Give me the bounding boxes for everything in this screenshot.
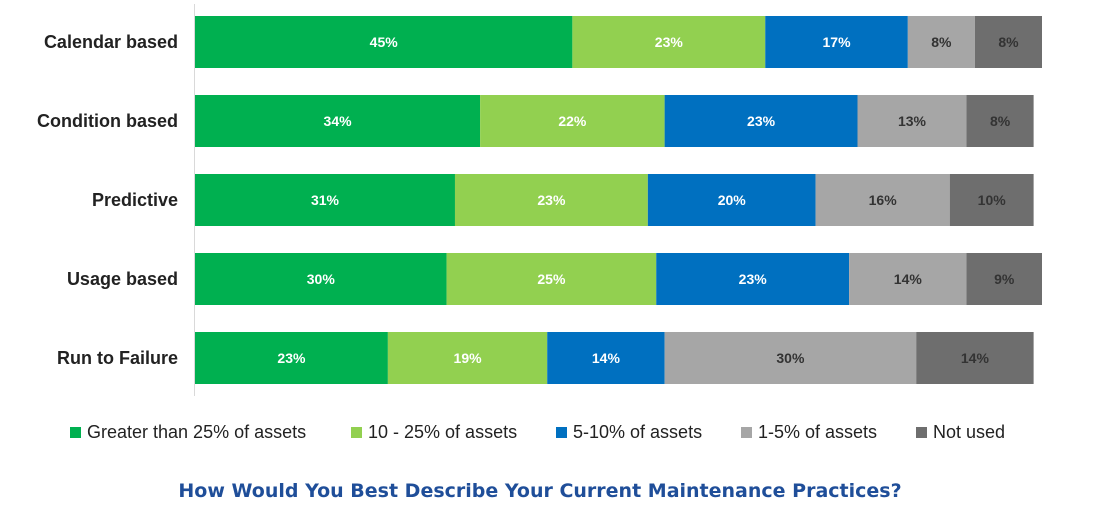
legend-swatch <box>741 426 752 438</box>
bar-segment-condition-based-greater-than-25-of-assets <box>195 95 481 147</box>
legend-swatch <box>351 426 362 438</box>
bar-segment-usage-based-greater-than-25-of-assets <box>195 253 447 305</box>
data-label-calendar-based-5-10-of-assets: 17% <box>823 34 852 50</box>
data-label-usage-based-not-used: 9% <box>994 271 1015 287</box>
data-label-usage-based-5-10-of-assets: 23% <box>739 271 768 287</box>
data-label-run-to-failure-greater-than-25-of-assets: 23% <box>277 350 306 366</box>
chart-area: Calendar based 45% 23% 17% 8% 8% Condition bas… <box>37 4 1042 396</box>
data-label-predictive-1-5-of-assets: 16% <box>869 192 898 208</box>
data-label-condition-based-greater-than-25-of-assets: 34% <box>324 113 353 129</box>
bar-segment-calendar-based-5-10-of-assets <box>765 16 908 68</box>
bar-segment-calendar-based-not-used <box>974 16 1042 68</box>
bar-segment-predictive-1-5-of-assets <box>815 174 950 226</box>
data-label-predictive-10-25-of-assets: 23% <box>537 192 566 208</box>
data-label-run-to-failure-5-10-of-assets: 14% <box>592 350 621 366</box>
bar-segment-condition-based-not-used <box>966 95 1034 147</box>
category-label-condition-based: Condition based <box>37 111 178 131</box>
bar-segment-usage-based-1-5-of-assets <box>849 253 967 305</box>
bar-segment-usage-based-not-used <box>966 253 1042 305</box>
bar-segment-predictive-10-25-of-assets <box>454 174 648 226</box>
bar-segment-calendar-based-1-5-of-assets <box>907 16 975 68</box>
legend-label: Not used <box>933 421 1006 442</box>
data-label-run-to-failure-10-25-of-assets: 19% <box>454 350 483 366</box>
bar-segment-predictive-5-10-of-assets <box>647 174 816 226</box>
legend-item-greater-than-25-of-assets: Greater than 25% of assets <box>70 418 306 446</box>
stacked-bar-chart: Calendar based 45% 23% 17% 8% 8% Condition bas… <box>37 4 1042 396</box>
bar-segment-calendar-based-greater-than-25-of-assets <box>195 16 573 68</box>
bar-segment-condition-based-10-25-of-assets <box>480 95 665 147</box>
bar-segment-predictive-not-used <box>949 174 1034 226</box>
bar-segment-usage-based-10-25-of-assets <box>446 253 657 305</box>
bar-segment-calendar-based-10-25-of-assets <box>572 16 766 68</box>
data-label-usage-based-10-25-of-assets: 25% <box>537 271 566 287</box>
data-label-predictive-not-used: 10% <box>978 192 1007 208</box>
bar-segment-run-to-failure-5-10-of-assets <box>547 332 665 384</box>
legend-swatch <box>916 426 927 438</box>
legend-item-not-used: Not used <box>916 418 1005 446</box>
data-label-predictive-greater-than-25-of-assets: 31% <box>311 192 340 208</box>
data-label-condition-based-10-25-of-assets: 22% <box>558 113 587 129</box>
chart-title: How Would You Best Describe Your Current… <box>178 480 902 502</box>
category-label-calendar-based: Calendar based <box>44 32 178 52</box>
data-label-usage-based-1-5-of-assets: 14% <box>894 271 923 287</box>
legend-item-1-5-of-assets: 1-5% of assets <box>741 418 877 446</box>
data-label-calendar-based-not-used: 8% <box>998 34 1019 50</box>
bar-segment-condition-based-1-5-of-assets <box>857 95 967 147</box>
bar-segment-run-to-failure-not-used <box>916 332 1034 384</box>
data-label-calendar-based-greater-than-25-of-assets: 45% <box>370 34 399 50</box>
legend: Greater than 25% of assets 10 - 25% of as… <box>0 418 1114 446</box>
data-label-calendar-based-1-5-of-assets: 8% <box>931 34 952 50</box>
category-label-usage-based: Usage based <box>67 269 178 289</box>
legend-swatch <box>556 426 567 438</box>
bar-segment-usage-based-5-10-of-assets <box>656 253 850 305</box>
data-label-usage-based-greater-than-25-of-assets: 30% <box>307 271 336 287</box>
data-label-condition-based-5-10-of-assets: 23% <box>747 113 776 129</box>
data-label-condition-based-not-used: 8% <box>990 113 1011 129</box>
legend-label: 1-5% of assets <box>758 421 878 442</box>
bar-segment-predictive-greater-than-25-of-assets <box>195 174 455 226</box>
legend-item-10-25-of-assets: 10 - 25% of assets <box>351 418 517 446</box>
data-label-calendar-based-10-25-of-assets: 23% <box>655 34 684 50</box>
bar-segment-run-to-failure-1-5-of-assets <box>664 332 917 384</box>
category-label-predictive: Predictive <box>92 190 178 210</box>
bar-segment-run-to-failure-10-25-of-assets <box>387 332 548 384</box>
data-label-predictive-5-10-of-assets: 20% <box>718 192 747 208</box>
data-label-condition-based-1-5-of-assets: 13% <box>898 113 927 129</box>
data-label-run-to-failure-1-5-of-assets: 30% <box>776 350 805 366</box>
data-label-run-to-failure-not-used: 14% <box>961 350 990 366</box>
bar-segment-condition-based-5-10-of-assets <box>664 95 858 147</box>
legend-label: Greater than 25% of assets <box>87 421 307 442</box>
legend-label: 5-10% of assets <box>573 421 703 442</box>
legend-label: 10 - 25% of assets <box>368 421 518 442</box>
category-label-run-to-failure: Run to Failure <box>57 348 178 368</box>
legend-swatch <box>70 426 81 438</box>
bar-segment-run-to-failure-greater-than-25-of-assets <box>195 332 388 384</box>
legend-item-5-10-of-assets: 5-10% of assets <box>556 418 702 446</box>
